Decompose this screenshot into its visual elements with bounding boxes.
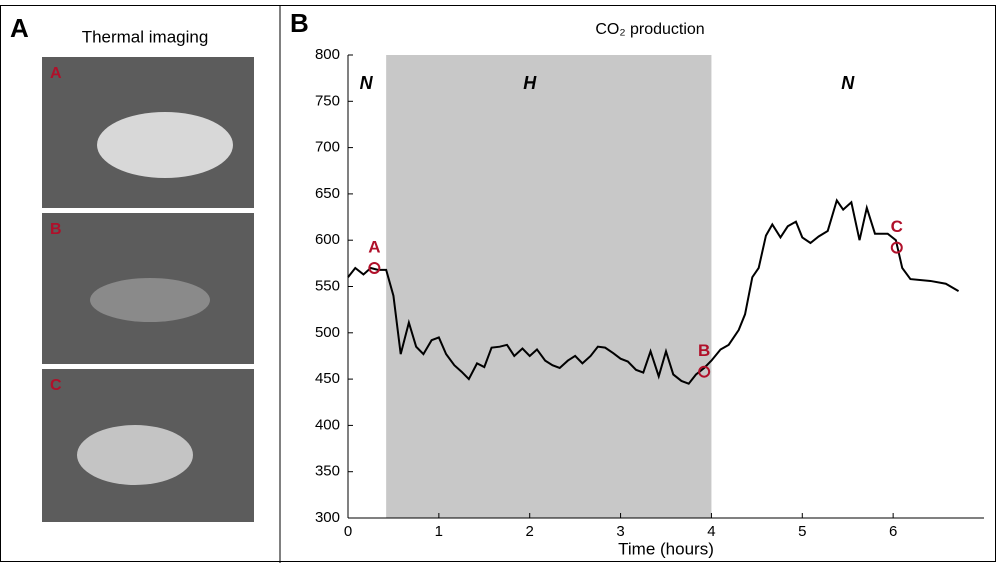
y-tick-label: 500 [315, 324, 340, 341]
mouse [90, 278, 210, 322]
mouse [77, 425, 193, 485]
image-label: C [50, 377, 62, 394]
image-label: B [50, 221, 62, 238]
y-tick-label: 750 [315, 92, 340, 109]
y-tick-label: 800 [315, 46, 340, 63]
data-line [347, 198, 960, 385]
x-tick-label: 5 [798, 523, 806, 540]
marker-label: B [698, 341, 710, 360]
y-tick-label: 350 [315, 463, 340, 480]
x-tick-label: 3 [616, 523, 624, 540]
marker [698, 365, 711, 378]
y-tick-label: 700 [315, 139, 340, 156]
panel-label: A [10, 13, 29, 43]
figure-border [0, 5, 996, 562]
y-tick-label: 550 [315, 277, 340, 294]
y-tick-label: 300 [315, 509, 340, 526]
phase-label: H [523, 73, 537, 93]
chart-title: CO₂ production [595, 21, 704, 38]
panel-title: Thermal imaging [82, 27, 209, 46]
shaded-region [386, 55, 712, 518]
y-tick-label: 650 [315, 185, 340, 202]
x-tick-label: 2 [526, 523, 534, 540]
panel-label: B [290, 8, 309, 38]
x-tick-label: 0 [344, 523, 352, 540]
x-tick-label: 4 [707, 523, 715, 540]
marker [368, 261, 381, 274]
thermal-images: A B C [42, 57, 254, 522]
x-tick-label: 1 [435, 523, 443, 540]
x-tick-label: 6 [889, 523, 897, 540]
marker-label: C [891, 217, 903, 236]
marker-label: A [368, 237, 380, 256]
y-tick-label: 450 [315, 370, 340, 387]
image-label: A [50, 65, 62, 82]
y-tick-label: 400 [315, 416, 340, 433]
phase-label: N [360, 73, 374, 93]
x-axis-label: Time (hours) [618, 539, 714, 558]
phase-label: N [841, 73, 855, 93]
y-tick-label: 600 [315, 231, 340, 248]
mouse [97, 112, 233, 178]
marker [890, 241, 903, 254]
